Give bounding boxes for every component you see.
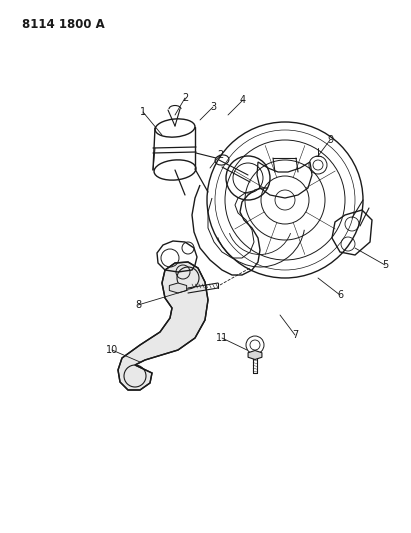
Text: 9: 9 [327, 135, 333, 145]
Text: 2: 2 [182, 93, 188, 103]
Polygon shape [118, 262, 208, 390]
Text: 4: 4 [240, 95, 246, 105]
Text: 8114 1800 A: 8114 1800 A [22, 18, 105, 31]
Text: 7: 7 [292, 330, 298, 340]
Polygon shape [169, 283, 187, 293]
Polygon shape [248, 351, 262, 359]
Text: 1: 1 [140, 107, 146, 117]
Text: 2: 2 [217, 150, 223, 160]
Text: 10: 10 [106, 345, 118, 355]
Text: 11: 11 [216, 333, 228, 343]
Text: 3: 3 [210, 102, 216, 112]
Text: 6: 6 [337, 290, 343, 300]
Text: 5: 5 [382, 260, 388, 270]
Text: 8: 8 [135, 300, 141, 310]
